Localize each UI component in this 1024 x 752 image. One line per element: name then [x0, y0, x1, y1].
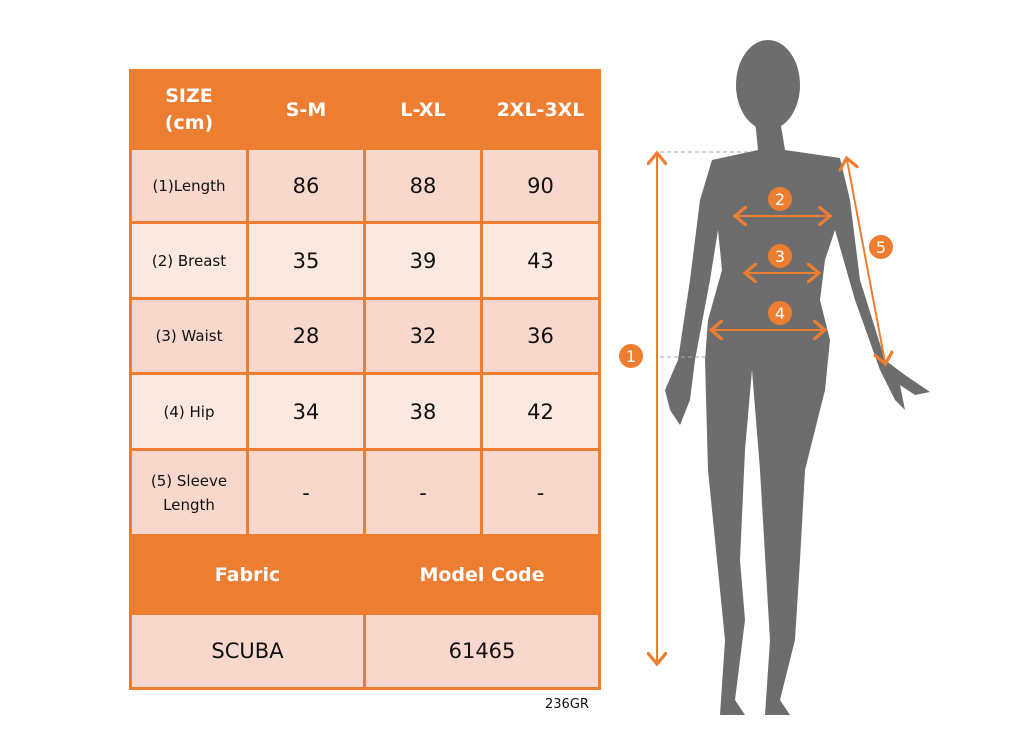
row-label: (5) Sleeve Length — [129, 448, 249, 537]
header-2xl-3xl: 2XL-3XL — [480, 69, 601, 150]
table-row: (5) Sleeve Length - - - — [129, 448, 601, 537]
guide-lines — [660, 151, 750, 358]
cell-value: 32 — [363, 297, 483, 375]
cell-value: 43 — [480, 221, 601, 300]
table-row: (4) Hip 34 38 42 — [129, 372, 601, 451]
silhouette — [665, 40, 930, 715]
unit-label: (cm) — [164, 111, 214, 134]
row-label: (2) Breast — [129, 221, 249, 300]
row-label: (3) Waist — [129, 297, 249, 375]
fabric-value: SCUBA — [129, 612, 366, 690]
info-header-row: Fabric Model Code — [129, 534, 601, 615]
cell-value: 38 — [363, 372, 483, 451]
table-row: (2) Breast 35 39 43 — [129, 221, 601, 300]
footer-code: 236GR — [545, 697, 589, 712]
cell-value: 34 — [246, 372, 366, 451]
cell-value: - — [480, 448, 601, 537]
model-code-value: 61465 — [363, 612, 601, 690]
cell-value: - — [363, 448, 483, 537]
label-line: (5) Sleeve — [150, 471, 228, 490]
markers: 1 2 3 4 5 — [619, 187, 893, 368]
header-l-xl: L-XL — [363, 69, 483, 150]
cell-value: 39 — [363, 221, 483, 300]
cell-value: 36 — [480, 297, 601, 375]
cell-value: 86 — [246, 147, 366, 224]
size-header-cell: SIZE (cm) — [129, 69, 249, 150]
marker-3: 3 — [775, 247, 785, 266]
model-code-header: Model Code — [363, 534, 601, 615]
label-line: Length — [163, 495, 215, 514]
row-label: (4) Hip — [129, 372, 249, 451]
table-row: (1)Length 86 88 90 — [129, 147, 601, 224]
size-label: SIZE — [165, 84, 213, 107]
fabric-header: Fabric — [129, 534, 366, 615]
cell-value: 28 — [246, 297, 366, 375]
table-row: (3) Waist 28 32 36 — [129, 297, 601, 375]
marker-4: 4 — [775, 304, 785, 323]
header-s-m: S-M — [246, 69, 366, 150]
row-label: (1)Length — [129, 147, 249, 224]
marker-1: 1 — [626, 347, 636, 366]
info-value-row: SCUBA 61465 — [129, 612, 601, 690]
body-silhouette-figure: 1 2 3 4 5 — [619, 40, 930, 715]
measurement-lines — [657, 155, 885, 662]
cell-value: 88 — [363, 147, 483, 224]
cell-value: 42 — [480, 372, 601, 451]
cell-value: - — [246, 448, 366, 537]
size-chart-table: SIZE (cm) S-M L-XL 2XL-3XL (1)Length 86 8… — [129, 69, 601, 690]
marker-5: 5 — [876, 238, 886, 257]
sleeve-arrow — [847, 160, 885, 362]
cell-value: 90 — [480, 147, 601, 224]
marker-2: 2 — [775, 190, 785, 209]
cell-value: 35 — [246, 221, 366, 300]
table-header-row: SIZE (cm) S-M L-XL 2XL-3XL — [129, 69, 601, 150]
